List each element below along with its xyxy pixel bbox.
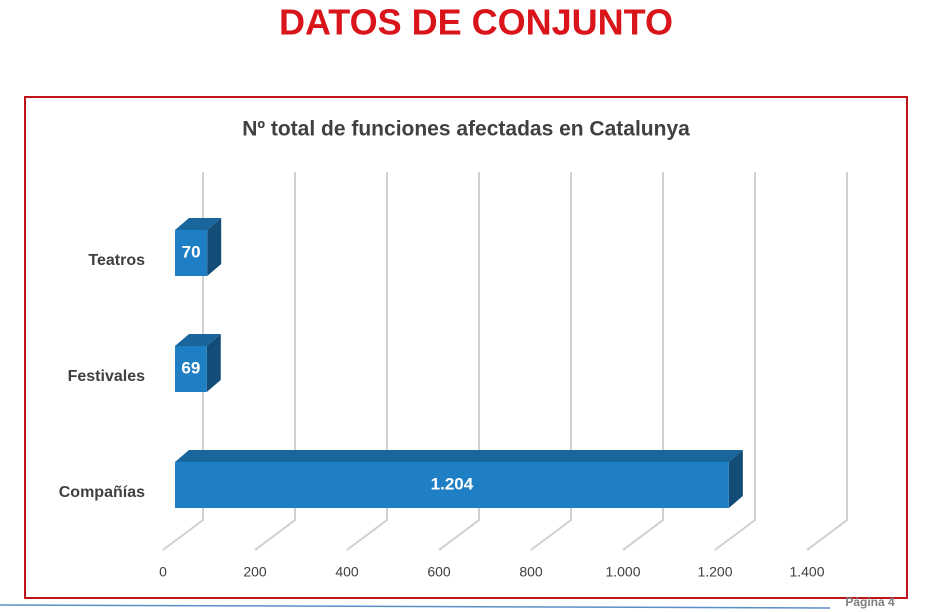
chart-title: Nº total de funciones afectadas en Catal… xyxy=(242,118,690,141)
footer-line xyxy=(0,604,831,609)
bar-side xyxy=(206,334,221,392)
y-tick-label: Festivales xyxy=(68,368,145,385)
grid-line xyxy=(438,172,480,551)
page-label: Página 4 xyxy=(845,595,895,609)
x-tick-label: 600 xyxy=(427,564,451,580)
bar-side xyxy=(207,218,222,276)
x-tick-label: 200 xyxy=(243,564,267,580)
y-tick-label: Teatros xyxy=(88,252,145,269)
bar-side xyxy=(728,450,743,508)
x-tick-label: 800 xyxy=(519,564,543,580)
grid-line xyxy=(254,172,296,551)
bar xyxy=(175,346,207,392)
bar-top xyxy=(175,450,743,462)
grid-line xyxy=(622,172,664,551)
x-tick-label: 1.200 xyxy=(697,564,732,580)
value-label: 1.204 xyxy=(431,474,474,493)
x-tick-label: 1.400 xyxy=(789,564,824,580)
bar-top xyxy=(175,334,221,346)
y-tick-label: Compañías xyxy=(59,484,145,501)
value-label: 69 xyxy=(181,358,200,377)
grid-line xyxy=(346,172,388,551)
bar xyxy=(175,462,729,508)
x-tick-label: 400 xyxy=(335,564,359,580)
grid-line xyxy=(162,172,204,551)
value-label: 70 xyxy=(182,242,201,261)
x-tick-label: 1.000 xyxy=(605,564,640,580)
bar xyxy=(175,230,208,276)
slide-title: DATOS DE CONJUNTO xyxy=(279,2,673,43)
grid-line xyxy=(530,172,572,551)
bar-top xyxy=(175,218,222,230)
grid-line xyxy=(806,172,848,551)
chart-frame xyxy=(24,96,908,599)
grid-line xyxy=(714,172,756,551)
x-tick-label: 0 xyxy=(159,564,167,580)
